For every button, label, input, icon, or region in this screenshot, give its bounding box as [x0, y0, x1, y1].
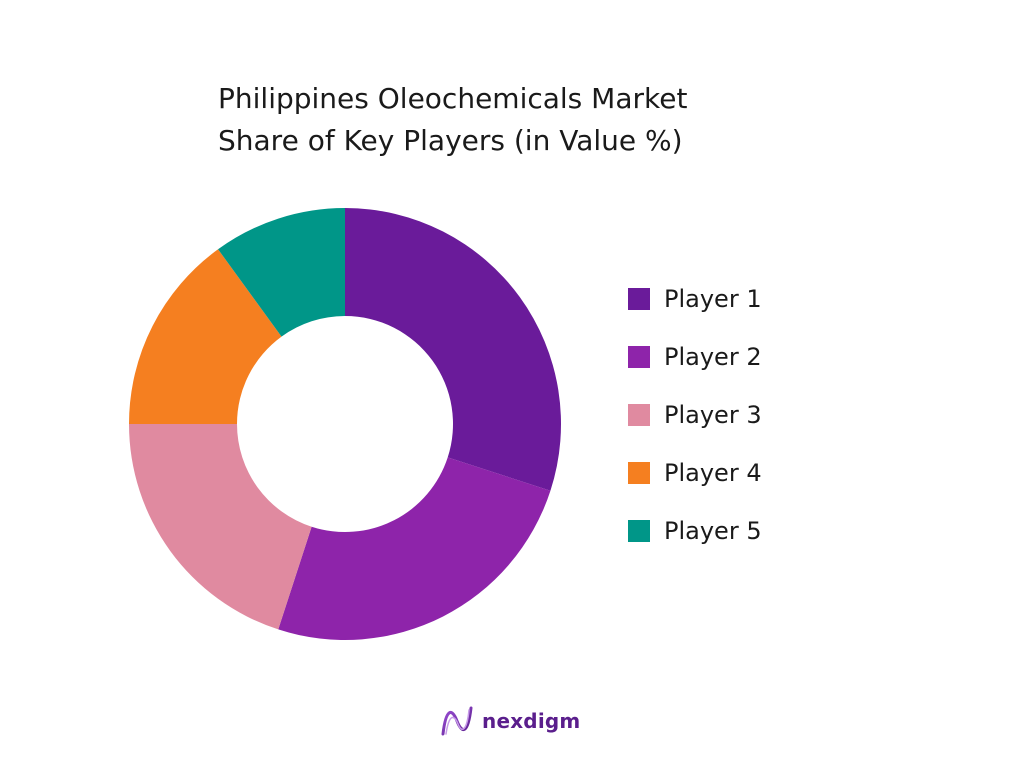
legend-label: Player 1 [664, 285, 762, 313]
donut-slice-player-4 [129, 249, 282, 424]
legend-swatch [628, 404, 650, 426]
nexdigm-logo-icon [441, 706, 473, 736]
donut-slice-player-1 [345, 208, 562, 491]
legend-label: Player 3 [664, 401, 762, 429]
legend-label: Player 2 [664, 343, 762, 371]
donut-slice-player-2 [278, 457, 551, 641]
nexdigm-logo: nexdigm [440, 704, 580, 738]
logo-wordmark: nexdigm [482, 709, 581, 733]
donut-slice-player-3 [129, 424, 312, 630]
legend-item: Player 4 [628, 444, 762, 502]
chart-title: Philippines Oleochemicals Market Share o… [218, 78, 687, 162]
legend-item: Player 2 [628, 328, 762, 386]
legend-label: Player 4 [664, 459, 762, 487]
legend-item: Player 3 [628, 386, 762, 444]
legend-label: Player 5 [664, 517, 762, 545]
legend-item: Player 5 [628, 502, 762, 560]
donut-slice-player-5 [218, 208, 345, 337]
chart-legend: Player 1 Player 2 Player 3 Player 4 Play… [628, 270, 762, 560]
legend-swatch [628, 288, 650, 310]
legend-swatch [628, 346, 650, 368]
legend-item: Player 1 [628, 270, 762, 328]
chart-title-line-1: Philippines Oleochemicals Market [218, 82, 688, 115]
legend-swatch [628, 462, 650, 484]
chart-title-line-2: Share of Key Players (in Value %) [218, 124, 683, 157]
legend-swatch [628, 520, 650, 542]
